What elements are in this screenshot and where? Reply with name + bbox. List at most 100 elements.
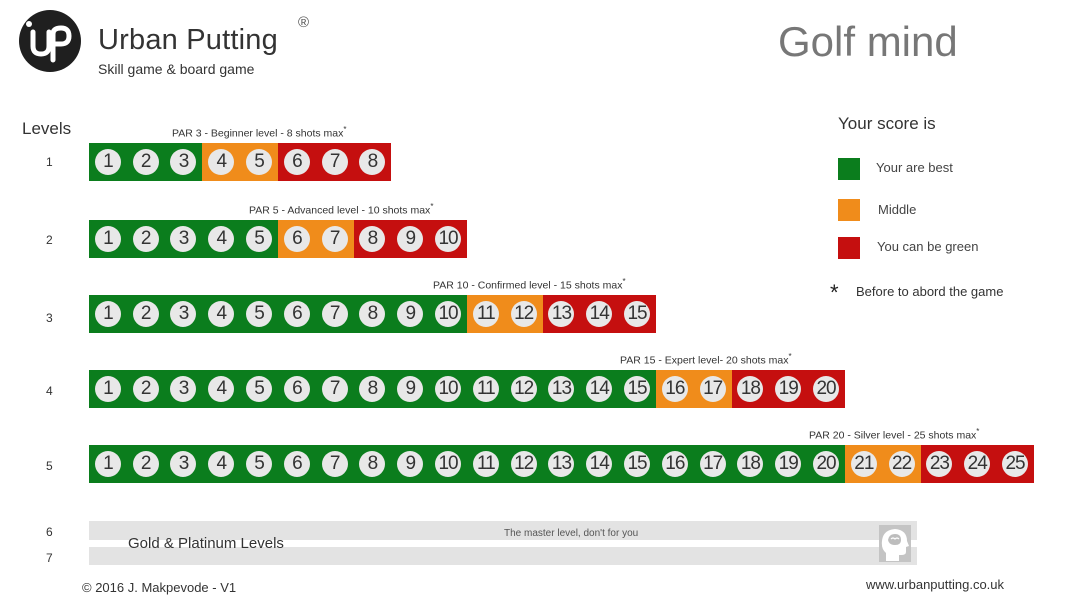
- legend-label-red: You can be green: [877, 239, 979, 254]
- shot-number: 15: [624, 451, 651, 477]
- level-caption: PAR 20 - Silver level - 25 shots max*: [809, 427, 979, 442]
- shot-number: 6: [283, 226, 310, 252]
- caption-asterisk: *: [622, 277, 626, 286]
- shot-cell-green: 10: [429, 370, 467, 408]
- level-number-6: 6: [46, 525, 53, 539]
- shot-cell-green: 4: [202, 445, 241, 483]
- shot-cell-green: 12: [504, 445, 543, 483]
- shot-number: 7: [321, 376, 348, 402]
- shot-cell-green: 1: [89, 295, 127, 333]
- levels-heading: Levels: [22, 119, 72, 138]
- shot-number: 2: [132, 226, 159, 252]
- shot-number: 9: [397, 451, 424, 477]
- shot-cell-green: 13: [542, 370, 581, 408]
- shot-cell-red: 15: [618, 295, 656, 333]
- shot-cell-green: 11: [466, 370, 505, 408]
- shot-number: 3: [170, 451, 197, 477]
- shot-cell-orange: 21: [844, 445, 883, 483]
- shot-cell-orange: 22: [882, 445, 921, 483]
- shot-number: 13: [548, 376, 575, 402]
- shot-cell-green: 9: [391, 370, 430, 408]
- shot-number: 5: [246, 226, 273, 252]
- legend-swatch-red: [838, 237, 860, 259]
- shot-number: 7: [321, 451, 348, 477]
- shot-cell-green: 3: [164, 143, 203, 181]
- shot-number: 16: [661, 451, 688, 477]
- shot-cell-green: 8: [353, 370, 392, 408]
- master-title: Gold & Platinum Levels: [128, 535, 284, 552]
- shot-cell-green: 10: [429, 445, 467, 483]
- shot-cell-green: 18: [731, 445, 770, 483]
- shot-number: 3: [170, 226, 197, 252]
- shot-cell-red: 7: [315, 143, 354, 181]
- shot-number: 2: [132, 149, 159, 175]
- shot-number: 1: [94, 149, 121, 175]
- shot-cell-green: 7: [315, 370, 354, 408]
- shot-number: 2: [132, 376, 159, 402]
- shot-number: 10: [435, 451, 462, 477]
- caption-text: PAR 20 - Silver level - 25 shots max: [809, 429, 977, 442]
- shot-cell-red: 6: [277, 143, 316, 181]
- shot-number: 7: [321, 226, 348, 252]
- shot-number: 5: [246, 451, 273, 477]
- shot-cell-green: 5: [240, 295, 278, 333]
- shot-number: 14: [586, 301, 613, 327]
- legend-title: Your score is: [838, 114, 936, 133]
- shot-cell-green: 15: [618, 370, 656, 408]
- legend-swatch-orange: [838, 199, 860, 221]
- shot-number: 1: [94, 301, 121, 327]
- shot-cell-green: 15: [618, 445, 656, 483]
- shot-number: 8: [359, 226, 386, 252]
- master-bar-level-6: [89, 521, 917, 540]
- shot-number: 8: [359, 149, 386, 175]
- legend-label-orange: Middle: [878, 202, 917, 217]
- shot-number: 21: [850, 451, 877, 477]
- level-number: 1: [46, 155, 53, 169]
- shot-cell-red: 25: [996, 445, 1034, 483]
- shot-number: 13: [548, 451, 575, 477]
- shot-cell-green: 7: [315, 445, 354, 483]
- shot-cell-orange: 6: [277, 220, 316, 258]
- shot-cell-green: 6: [277, 370, 316, 408]
- level-bar: 1 2 3 4 5 6 7 8 9 10 11 12 13 14 15 16 17 18 19 20 21 22 23 24 2…: [89, 445, 1034, 483]
- caption-asterisk: *: [976, 427, 980, 436]
- shot-cell-green: 2: [126, 143, 165, 181]
- level-number: 4: [46, 384, 53, 398]
- shot-cell-red: 14: [580, 295, 619, 333]
- shot-number: 3: [170, 149, 197, 175]
- shot-number: 6: [283, 451, 310, 477]
- shot-number: 7: [321, 149, 348, 175]
- shot-number: 10: [435, 376, 462, 402]
- shot-number: 13: [548, 301, 575, 327]
- shot-cell-green: 9: [391, 445, 430, 483]
- shot-cell-green: 17: [693, 445, 732, 483]
- shot-number: 2: [132, 451, 159, 477]
- shot-number: 19: [775, 376, 802, 402]
- shot-cell-orange: 4: [202, 143, 241, 181]
- shot-cell-green: 7: [315, 295, 354, 333]
- caption-asterisk: *: [788, 352, 792, 361]
- shot-cell-green: 14: [580, 445, 619, 483]
- shot-cell-green: 1: [89, 445, 127, 483]
- level-number: 3: [46, 311, 53, 325]
- shot-cell-red: 19: [769, 370, 808, 408]
- shot-cell-green: 2: [126, 445, 165, 483]
- shot-cell-red: 18: [731, 370, 770, 408]
- website-link[interactable]: www.urbanputting.co.uk: [866, 577, 1005, 592]
- shot-number: 14: [586, 376, 613, 402]
- level-caption: PAR 10 - Confirmed level - 15 shots max*: [433, 277, 626, 292]
- shot-cell-orange: 5: [240, 143, 278, 181]
- legend-swatch-green: [838, 158, 860, 180]
- shot-number: 5: [246, 149, 273, 175]
- shot-cell-green: 19: [769, 445, 808, 483]
- shot-number: 9: [397, 301, 424, 327]
- shot-cell-green: 20: [807, 445, 845, 483]
- shot-cell-green: 3: [164, 370, 203, 408]
- note-text: Before to abord the game: [856, 284, 1004, 299]
- shot-number: 8: [359, 301, 386, 327]
- shot-number: 22: [888, 451, 915, 477]
- shot-number: 19: [775, 451, 802, 477]
- shot-number: 11: [472, 451, 499, 477]
- shot-number: 4: [208, 301, 235, 327]
- shot-number: 1: [94, 226, 121, 252]
